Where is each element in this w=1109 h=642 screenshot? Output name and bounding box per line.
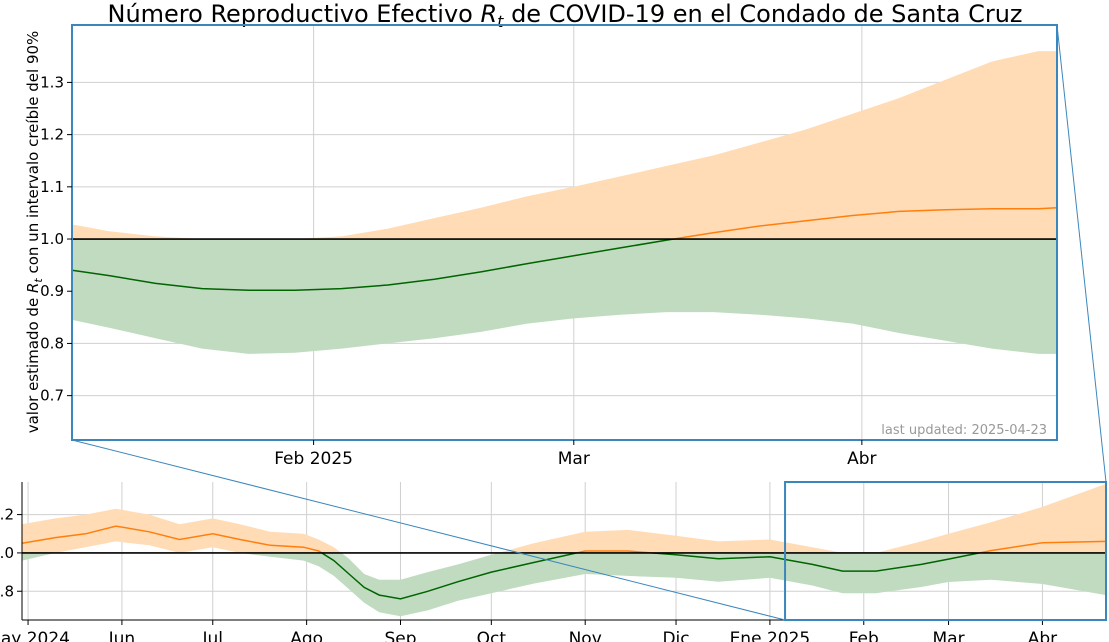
x-tick-label-0: May 2024: [0, 629, 70, 642]
main-panel: 0.7 0.8 0.9 1.0 1.1 1.2 1.3 Feb 2025 Mar Abr: [40, 24, 1058, 469]
y-tick-label-0: 0.8: [0, 582, 14, 600]
y-tick-label-1: 1.0: [0, 544, 14, 562]
interval-band-above-1: [72, 51, 1057, 240]
rt-median-line-below-1: [72, 239, 679, 291]
main-plot-area: [72, 51, 1057, 354]
rt-median-line-above-1: [22, 525, 1106, 553]
y-tick-label-1: 0.8: [40, 334, 64, 352]
x-tick-label-0: Feb 2025: [274, 449, 353, 469]
chart-title: Número Reproductivo Efectivo Rt de COVID…: [107, 0, 1022, 31]
last-updated-note: last updated: 2025-04-23: [881, 423, 1047, 438]
y-tick-label-3: 1.0: [40, 230, 64, 248]
x-tick-label-2: Jul: [202, 629, 224, 642]
x-tick-label-3: Ago: [290, 629, 323, 642]
zoom-connectors: [71, 24, 1108, 621]
y-tick-label-5: 1.2: [40, 126, 64, 144]
x-tick-label-1: Jun: [108, 629, 136, 642]
zoom-window-rect: [784, 481, 1108, 621]
zoom-connector-right: [1056, 24, 1107, 483]
overview-panel: 0.8 1.0 1.2 May 2024 Jun Jul Ago Sep Oct Nov Dic En…: [0, 482, 1106, 642]
x-tick-label-10: Mar: [933, 629, 965, 642]
panel-frame: [71, 24, 1058, 441]
x-tick-label-1: Mar: [558, 449, 590, 469]
ov-plot-area: [22, 483, 1106, 617]
x-tick-label-5: Oct: [477, 629, 507, 642]
y-tick-label-0: 0.7: [40, 387, 64, 405]
y-tick-label-2: 1.2: [0, 506, 14, 524]
interval-band-below-1: [72, 239, 1057, 354]
y-tick-label-4: 1.1: [40, 178, 64, 196]
x-tick-label-11: Abr: [1028, 629, 1057, 642]
rt-median-line-below-1: [320, 552, 984, 600]
y-tick-label-6: 1.3: [40, 73, 64, 91]
x-tick-label-8: Ene 2025: [730, 629, 811, 642]
x-tick-label-2: Abr: [847, 449, 876, 469]
y-tick-label-2: 0.9: [40, 282, 64, 300]
rt-median-line-above-1: [668, 206, 1057, 240]
x-tick-label-7: Dic: [662, 629, 689, 642]
x-tick-label-9: Feb: [849, 629, 879, 642]
interval-band-above-1: [22, 483, 1106, 553]
y-axis-label: valor estimado de Rt con un intervalo cr…: [24, 31, 45, 434]
zoom-connector-left: [71, 439, 786, 621]
x-tick-label-6: Nov: [569, 629, 602, 642]
x-tick-label-4: Sep: [384, 629, 416, 642]
